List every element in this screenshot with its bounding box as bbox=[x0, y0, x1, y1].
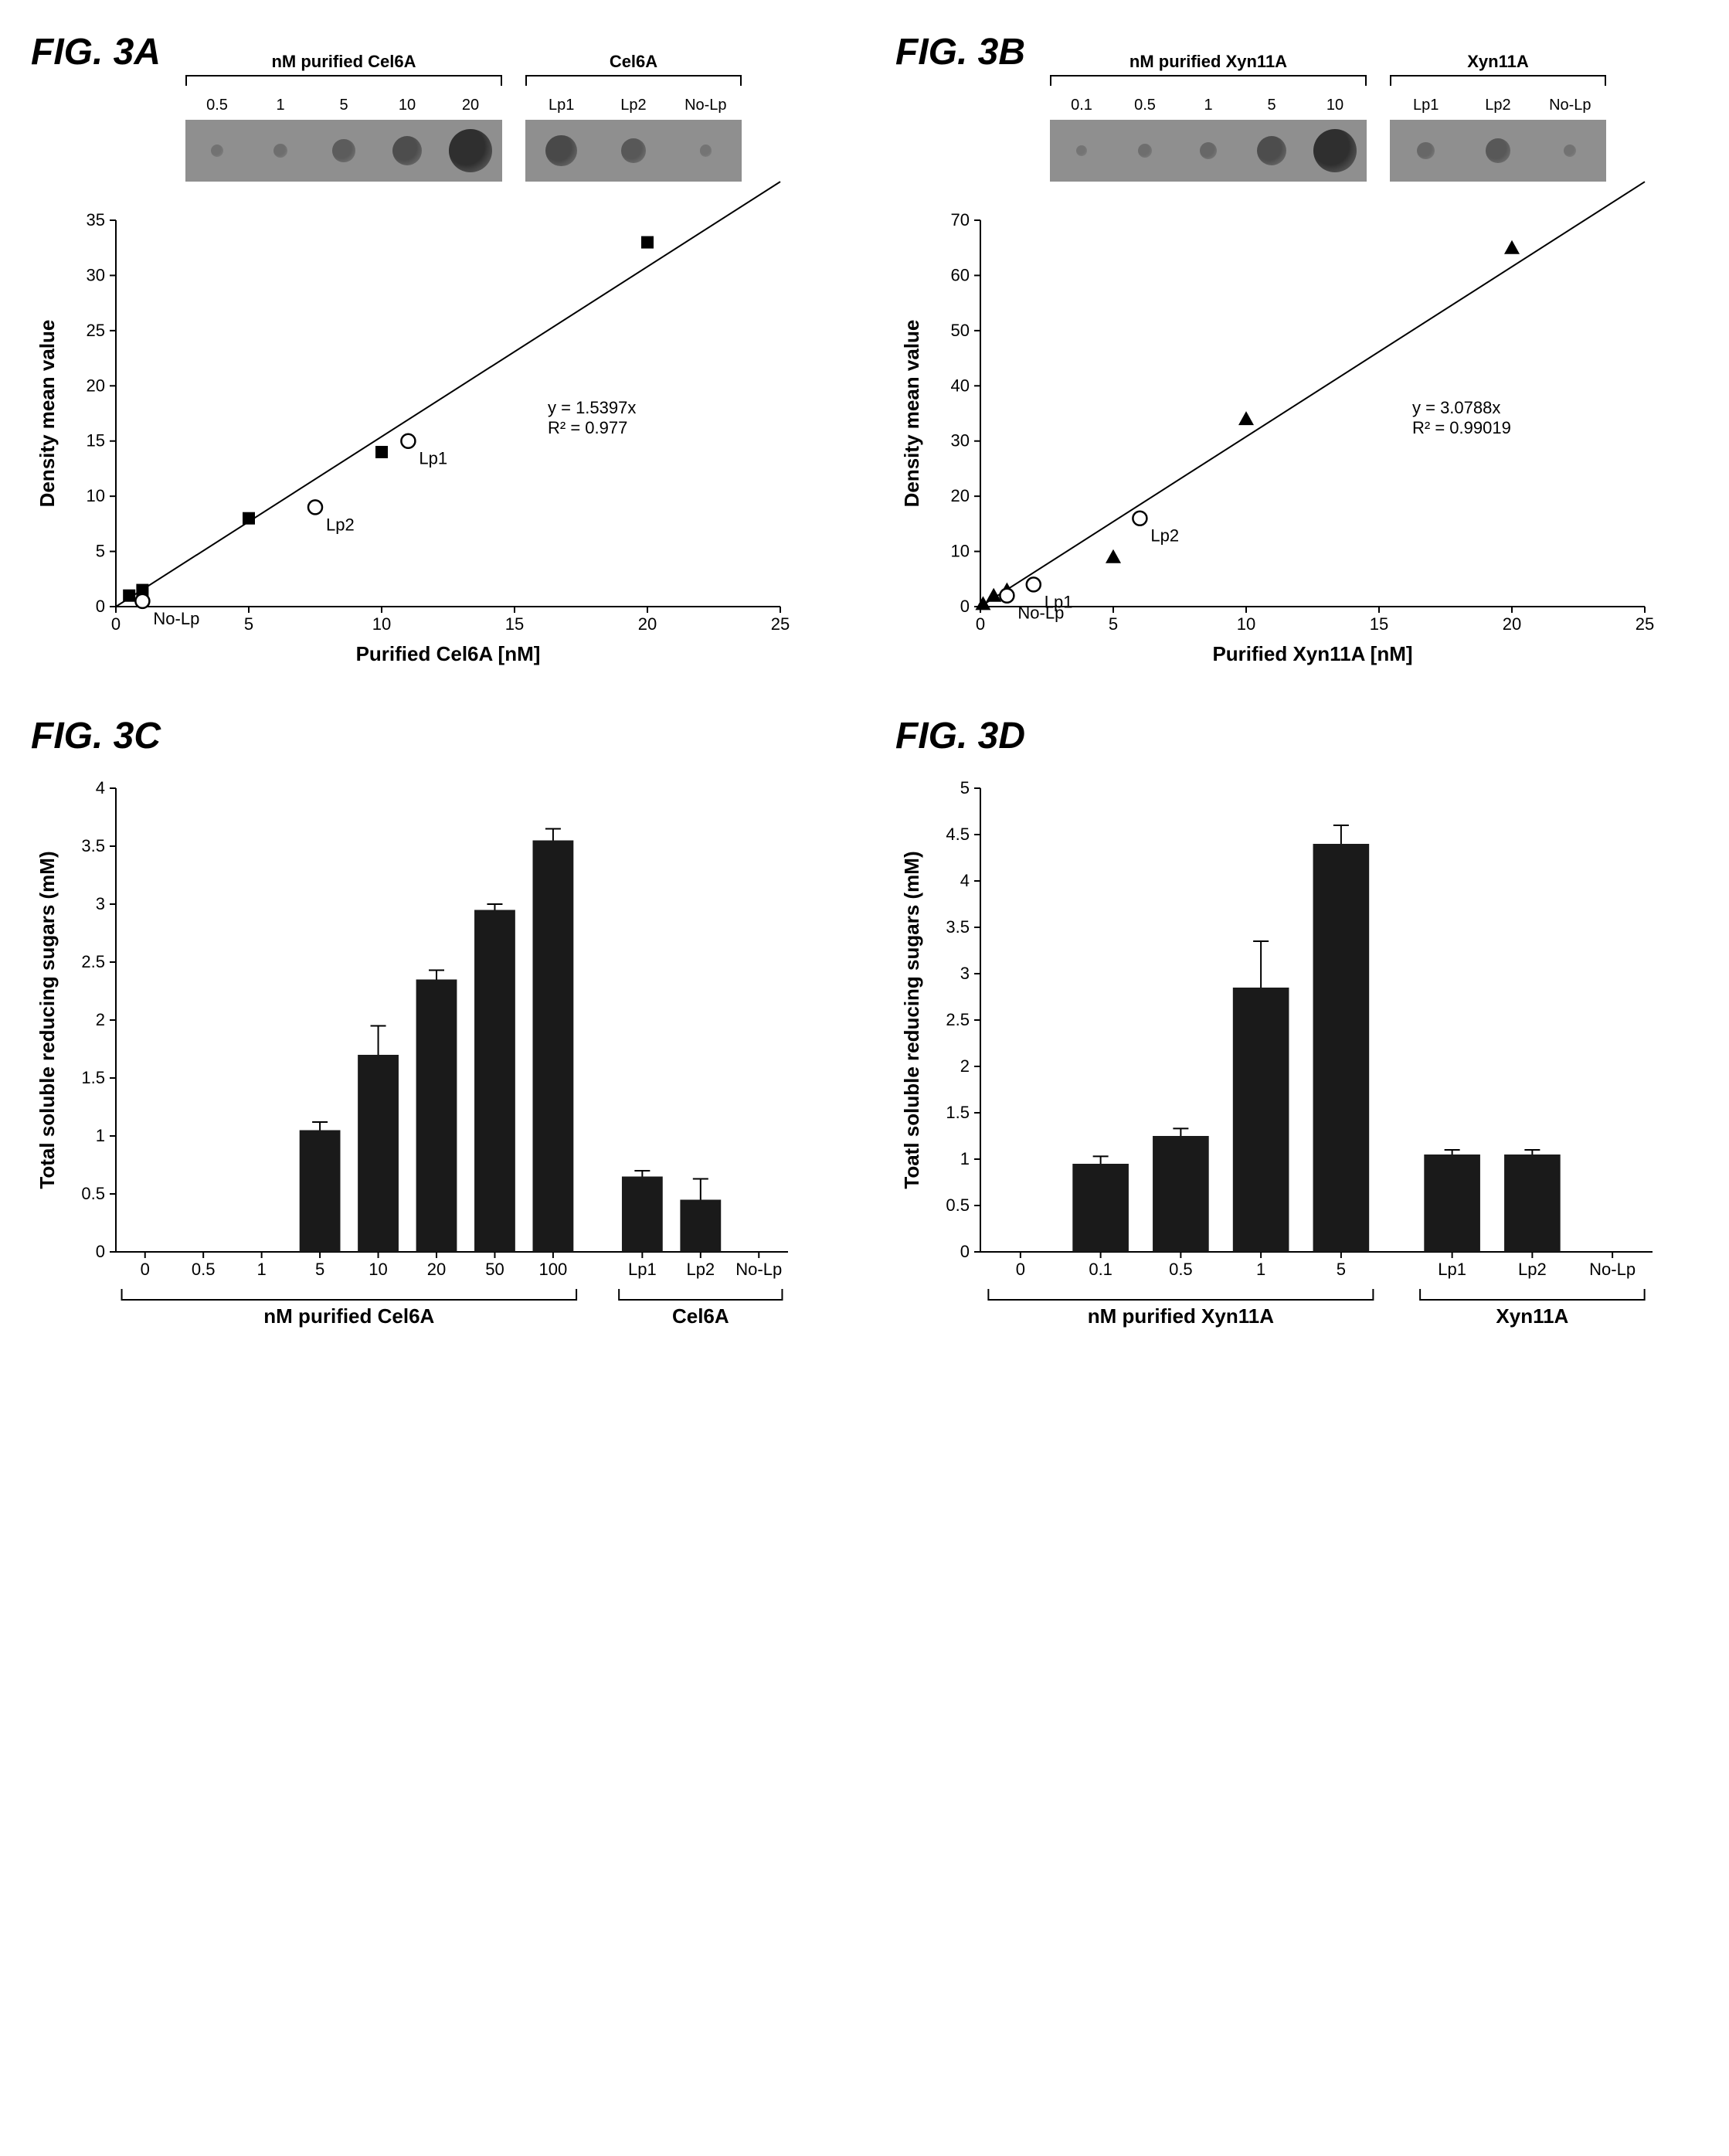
svg-text:1.5: 1.5 bbox=[946, 1103, 970, 1122]
svg-text:0: 0 bbox=[96, 597, 105, 616]
svg-text:Purified Cel6A [nM]: Purified Cel6A [nM] bbox=[356, 642, 541, 665]
svg-text:2: 2 bbox=[960, 1056, 970, 1076]
panel-c: FIG. 3C 0 0.5 1 1.5 2 2.5 3 3.5 4 Total soluble r… bbox=[31, 715, 834, 1368]
panel-c-label: FIG. 3C bbox=[31, 715, 834, 757]
panel-b: FIG. 3B nM purified Xyn11A Xyn11A 0.10.5… bbox=[895, 31, 1698, 668]
panel-b-blot: nM purified Xyn11A Xyn11A 0.10.51510 Lp1… bbox=[1050, 97, 1606, 197]
figure-grid: FIG. 3A nM purified Cel6A Cel6A 0.515102… bbox=[31, 31, 1698, 1368]
svg-text:0: 0 bbox=[960, 1242, 970, 1261]
svg-text:10: 10 bbox=[1237, 614, 1255, 634]
svg-text:70: 70 bbox=[951, 210, 970, 230]
svg-text:1: 1 bbox=[960, 1149, 970, 1168]
svg-text:40: 40 bbox=[951, 376, 970, 395]
svg-text:0: 0 bbox=[111, 614, 121, 634]
svg-text:3.5: 3.5 bbox=[81, 836, 105, 855]
svg-text:Purified Xyn11A [nM]: Purified Xyn11A [nM] bbox=[1212, 642, 1412, 665]
svg-text:0.5: 0.5 bbox=[192, 1260, 216, 1279]
svg-text:3.5: 3.5 bbox=[946, 917, 970, 937]
svg-text:0: 0 bbox=[1016, 1260, 1025, 1279]
svg-text:5: 5 bbox=[1109, 614, 1118, 634]
svg-text:R² = 0.99019: R² = 0.99019 bbox=[1412, 418, 1511, 437]
svg-text:No-Lp: No-Lp bbox=[735, 1260, 782, 1279]
svg-text:nM purified Cel6A: nM purified Cel6A bbox=[263, 1304, 434, 1328]
svg-text:35: 35 bbox=[87, 210, 105, 230]
panel-a: FIG. 3A nM purified Cel6A Cel6A 0.515102… bbox=[31, 31, 834, 668]
svg-text:20: 20 bbox=[638, 614, 657, 634]
svg-text:R² = 0.977: R² = 0.977 bbox=[548, 418, 627, 437]
svg-text:5: 5 bbox=[96, 542, 105, 561]
svg-text:50: 50 bbox=[951, 321, 970, 340]
svg-text:50: 50 bbox=[485, 1260, 504, 1279]
svg-text:1: 1 bbox=[1256, 1260, 1265, 1279]
svg-text:3: 3 bbox=[960, 964, 970, 983]
svg-text:20: 20 bbox=[951, 486, 970, 505]
svg-text:Lp1: Lp1 bbox=[1045, 592, 1073, 611]
svg-text:5: 5 bbox=[1337, 1260, 1346, 1279]
svg-text:15: 15 bbox=[87, 431, 105, 451]
svg-text:2.5: 2.5 bbox=[946, 1010, 970, 1029]
svg-text:Total soluble reducing sugars: Total soluble reducing sugars (mM) bbox=[36, 851, 59, 1189]
svg-text:1: 1 bbox=[96, 1126, 105, 1145]
svg-text:No-Lp: No-Lp bbox=[153, 609, 199, 628]
svg-text:10: 10 bbox=[369, 1260, 387, 1279]
svg-text:5: 5 bbox=[315, 1260, 324, 1279]
svg-text:15: 15 bbox=[1370, 614, 1388, 634]
svg-text:0: 0 bbox=[96, 1242, 105, 1261]
svg-text:10: 10 bbox=[372, 614, 391, 634]
svg-text:Toatl soluble reducing sugars: Toatl soluble reducing sugars (mM) bbox=[900, 851, 923, 1189]
svg-text:0.5: 0.5 bbox=[946, 1195, 970, 1215]
svg-text:0.5: 0.5 bbox=[1169, 1260, 1193, 1279]
svg-text:10: 10 bbox=[951, 542, 970, 561]
svg-text:No-Lp: No-Lp bbox=[1589, 1260, 1636, 1279]
svg-text:30: 30 bbox=[87, 265, 105, 284]
svg-text:Lp1: Lp1 bbox=[628, 1260, 657, 1279]
svg-text:25: 25 bbox=[771, 614, 790, 634]
svg-text:Lp2: Lp2 bbox=[1518, 1260, 1547, 1279]
svg-text:20: 20 bbox=[427, 1260, 446, 1279]
svg-text:20: 20 bbox=[1503, 614, 1521, 634]
svg-text:1: 1 bbox=[257, 1260, 267, 1279]
svg-text:y = 1.5397x: y = 1.5397x bbox=[548, 398, 636, 417]
panel-c-chart: 0 0.5 1 1.5 2 2.5 3 3.5 4 Total soluble reducing … bbox=[31, 765, 803, 1368]
svg-text:Lp2: Lp2 bbox=[686, 1260, 715, 1279]
svg-text:Lp1: Lp1 bbox=[1438, 1260, 1466, 1279]
svg-text:Density mean value: Density mean value bbox=[900, 320, 923, 508]
svg-text:0: 0 bbox=[976, 614, 985, 634]
svg-text:Lp1: Lp1 bbox=[419, 449, 447, 468]
svg-text:20: 20 bbox=[87, 376, 105, 395]
svg-text:nM purified Xyn11A: nM purified Xyn11A bbox=[1088, 1304, 1274, 1328]
svg-text:4: 4 bbox=[96, 778, 105, 797]
panel-d: FIG. 3D 0 0.5 1 1.5 2 2.5 3 3.5 4 4.5 5 Toatl solub… bbox=[895, 715, 1698, 1368]
svg-text:5: 5 bbox=[244, 614, 253, 634]
svg-text:10: 10 bbox=[87, 486, 105, 505]
svg-text:0.1: 0.1 bbox=[1089, 1260, 1112, 1279]
svg-text:100: 100 bbox=[539, 1260, 568, 1279]
svg-text:15: 15 bbox=[505, 614, 524, 634]
svg-text:60: 60 bbox=[951, 265, 970, 284]
svg-text:Xyn11A: Xyn11A bbox=[1496, 1304, 1568, 1328]
panel-a-blot: nM purified Cel6A Cel6A 0.5151020 Lp1Lp2… bbox=[185, 97, 742, 197]
svg-text:4: 4 bbox=[960, 871, 970, 890]
svg-text:0: 0 bbox=[960, 597, 970, 616]
svg-text:Lp2: Lp2 bbox=[1150, 526, 1179, 546]
svg-text:30: 30 bbox=[951, 431, 970, 451]
svg-text:0: 0 bbox=[141, 1260, 150, 1279]
svg-text:1.5: 1.5 bbox=[81, 1068, 105, 1087]
svg-text:Lp2: Lp2 bbox=[326, 515, 355, 534]
svg-text:3: 3 bbox=[96, 894, 105, 913]
svg-text:y = 3.0788x: y = 3.0788x bbox=[1412, 398, 1500, 417]
svg-text:25: 25 bbox=[87, 321, 105, 340]
svg-text:Cel6A: Cel6A bbox=[672, 1304, 729, 1328]
panel-d-label: FIG. 3D bbox=[895, 715, 1698, 757]
svg-text:4.5: 4.5 bbox=[946, 825, 970, 844]
svg-text:0.5: 0.5 bbox=[81, 1184, 105, 1203]
panel-d-chart: 0 0.5 1 1.5 2 2.5 3 3.5 4 4.5 5 Toatl soluble reduc… bbox=[895, 765, 1668, 1368]
svg-text:2: 2 bbox=[96, 1010, 105, 1029]
svg-text:2.5: 2.5 bbox=[81, 952, 105, 971]
svg-text:Density mean value: Density mean value bbox=[36, 320, 59, 508]
svg-text:25: 25 bbox=[1636, 614, 1654, 634]
svg-text:5: 5 bbox=[960, 778, 970, 797]
